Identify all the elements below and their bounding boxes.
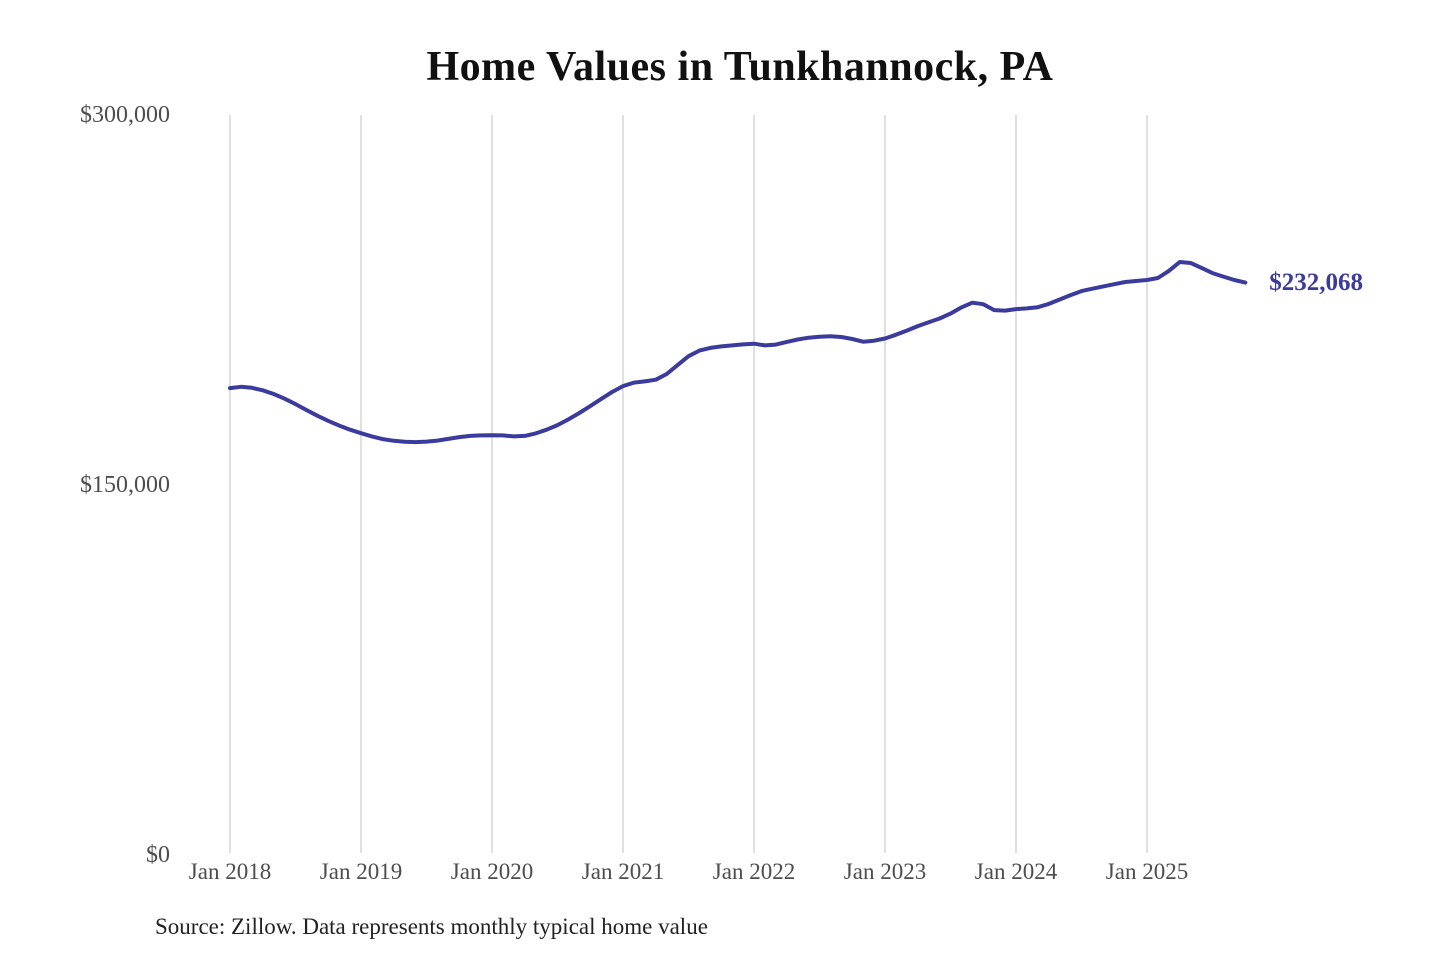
x-tick-label: Jan 2025 — [1105, 859, 1189, 884]
y-tick-label-300000: $300,000 — [80, 102, 170, 128]
y-tick-label-0: $0 — [146, 842, 170, 868]
y-tick-label-150000: $150,000 — [80, 472, 170, 498]
home-value-line — [228, 260, 1248, 445]
x-tick-label: Jan 2019 — [319, 859, 403, 884]
x-tick-label: Jan 2024 — [974, 859, 1058, 884]
x-tick-label: Jan 2018 — [188, 859, 272, 884]
latest-value-label: $232,068 — [1269, 268, 1363, 296]
source-note: Source: Zillow. Data represents monthly … — [155, 914, 708, 939]
x-tick-label: Jan 2022 — [712, 859, 796, 884]
gridlines — [229, 115, 1148, 853]
chart-title: Home Values in Tunkhannock, PA — [426, 44, 1054, 90]
x-tick-label: Jan 2023 — [843, 859, 927, 884]
x-tick-label: Jan 2021 — [581, 859, 665, 884]
x-tick-label: Jan 2020 — [450, 859, 534, 884]
